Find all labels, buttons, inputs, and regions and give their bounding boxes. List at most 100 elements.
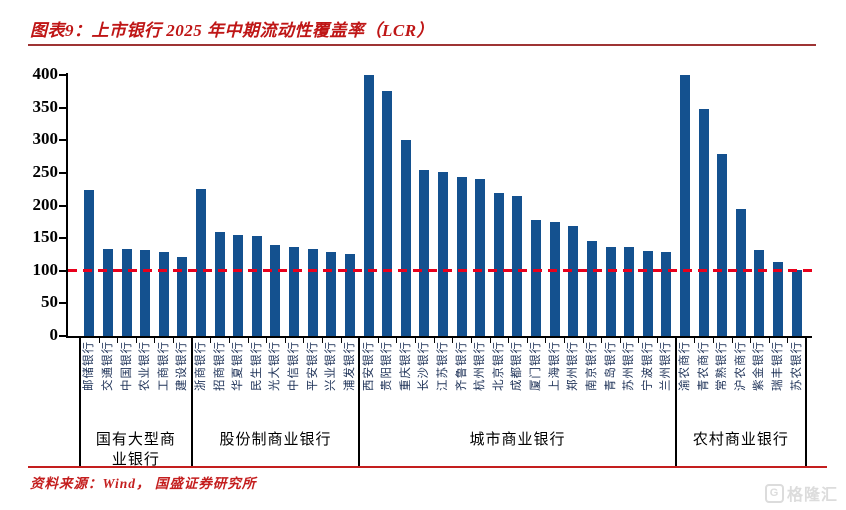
title-underline xyxy=(28,44,816,46)
y-tick-label: 100 xyxy=(32,259,59,279)
bank-label: 郑州银行 xyxy=(567,341,580,391)
x-tick xyxy=(564,338,565,343)
bank-label: 平安银行 xyxy=(306,341,319,391)
bar xyxy=(251,235,262,336)
y-axis-tick xyxy=(59,237,66,240)
bank-label: 华夏银行 xyxy=(232,341,245,391)
bank-label: 瑞丰银行 xyxy=(772,341,785,391)
x-tick xyxy=(117,338,119,343)
x-tick xyxy=(415,338,417,343)
group-divider xyxy=(358,338,361,466)
bar xyxy=(586,241,597,336)
x-tick xyxy=(135,338,137,343)
y-axis-tick xyxy=(59,171,66,174)
bar xyxy=(773,262,784,336)
bank-label: 青岛银行 xyxy=(604,341,617,391)
y-tick-label: 200 xyxy=(32,194,59,214)
bank-label: 厦门银行 xyxy=(530,341,543,391)
watermark-text: 格隆汇 xyxy=(786,487,838,504)
bank-label: 中国银行 xyxy=(120,341,133,391)
x-tick xyxy=(228,338,230,343)
bank-label: 浦发银行 xyxy=(343,341,356,391)
group-divider xyxy=(674,338,677,466)
x-tick xyxy=(489,338,491,343)
gelonghui-watermark: G 格隆汇 xyxy=(764,481,838,505)
x-tick xyxy=(638,338,640,343)
bank-label: 民生银行 xyxy=(250,341,263,391)
group-label: 农村商业银行 xyxy=(692,432,789,448)
x-tick xyxy=(508,338,510,343)
y-axis-tick xyxy=(59,139,66,142)
bank-label: 苏州银行 xyxy=(623,341,636,391)
bar xyxy=(400,139,411,336)
y-tick-label: 150 xyxy=(32,227,59,247)
bar xyxy=(214,232,225,336)
x-tick xyxy=(545,338,547,343)
bar xyxy=(326,252,337,336)
bank-label: 苏农银行 xyxy=(790,341,803,391)
reference-line xyxy=(68,269,812,273)
group-label: 国有大型商业银行 xyxy=(95,432,176,469)
bank-label: 兰州银行 xyxy=(660,341,673,391)
bar xyxy=(475,179,486,336)
bar xyxy=(84,190,95,336)
footer-rule xyxy=(28,466,827,468)
bar xyxy=(419,169,430,336)
x-tick xyxy=(768,338,770,343)
y-tick-label: 300 xyxy=(32,129,59,149)
bank-label: 上海银行 xyxy=(548,341,561,391)
x-tick xyxy=(154,338,156,343)
x-tick xyxy=(619,338,621,343)
group-divider xyxy=(805,338,807,466)
x-axis-line xyxy=(66,336,812,338)
bar xyxy=(177,257,188,336)
x-tick xyxy=(470,338,472,343)
x-tick xyxy=(526,338,528,343)
bar xyxy=(642,251,653,336)
bank-label: 常熟银行 xyxy=(716,341,729,391)
bank-label: 招商银行 xyxy=(213,341,226,391)
x-tick xyxy=(657,338,659,343)
bar xyxy=(680,75,690,336)
y-axis-tick xyxy=(59,204,66,207)
x-tick xyxy=(601,338,603,343)
bar xyxy=(121,249,132,336)
bar xyxy=(289,246,300,336)
x-tick xyxy=(731,338,733,343)
group-divider xyxy=(190,338,193,466)
y-tick-label: 350 xyxy=(32,96,59,116)
x-tick xyxy=(750,338,752,343)
x-tick xyxy=(340,338,342,343)
bar xyxy=(568,226,579,336)
bank-label: 紫金银行 xyxy=(753,341,766,391)
bank-label: 中信银行 xyxy=(288,341,301,391)
bank-label: 青农商行 xyxy=(697,341,710,391)
bank-label: 西安银行 xyxy=(362,341,375,391)
bank-label: 工商银行 xyxy=(157,341,170,391)
bar xyxy=(698,108,709,336)
bar xyxy=(307,249,318,336)
y-axis-line xyxy=(66,73,68,338)
bank-label: 齐鲁银行 xyxy=(455,341,468,391)
bank-label: 浙商银行 xyxy=(195,341,207,391)
bank-label: 北京银行 xyxy=(492,341,505,391)
bar xyxy=(512,196,523,336)
bar xyxy=(196,189,206,336)
bank-label: 杭州银行 xyxy=(474,341,487,391)
bank-label: 邮储银行 xyxy=(83,341,96,391)
x-tick xyxy=(396,338,398,343)
y-axis-tick xyxy=(59,335,66,337)
bank-label: 长沙银行 xyxy=(418,341,431,391)
bar xyxy=(735,209,746,336)
x-tick xyxy=(173,338,175,343)
x-tick xyxy=(210,338,212,343)
bar xyxy=(270,244,281,336)
y-axis-tick xyxy=(59,74,66,76)
y-tick-label: 0 xyxy=(49,325,59,344)
x-tick xyxy=(694,338,696,343)
bar xyxy=(549,222,560,336)
bar xyxy=(624,247,635,336)
y-tick-label: 50 xyxy=(41,292,58,312)
y-axis-tick xyxy=(59,302,66,305)
